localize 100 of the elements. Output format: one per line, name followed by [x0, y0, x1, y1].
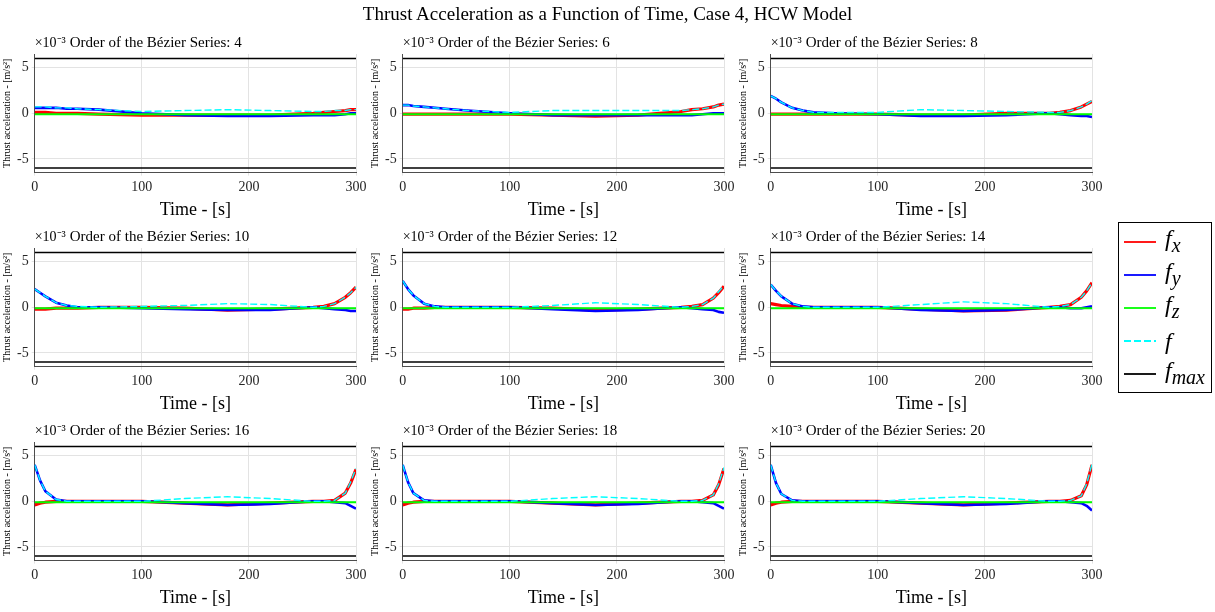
x-tick-label: 200 [606, 372, 628, 388]
y-tick-label: -5 [752, 150, 765, 166]
y-tick-label: 0 [389, 104, 397, 120]
y-tick-label: 5 [389, 253, 397, 269]
legend-label: f$_{z}$ [1165, 291, 1180, 323]
x-tick-label: 100 [867, 566, 889, 582]
x-tick-label: 300 [345, 372, 367, 388]
y-tick-label: 0 [21, 104, 29, 120]
x-tick-label: 300 [713, 178, 735, 194]
x-tick-label: 200 [238, 566, 260, 582]
x-tick-label: 0 [31, 566, 39, 582]
x-tick-label: 100 [499, 178, 521, 194]
y-axis-title: Thrust acceleration - [m/s²] [368, 446, 380, 556]
y-axis-title: Thrust acceleration - [m/s²] [736, 58, 748, 168]
x-tick-label: 0 [399, 372, 407, 388]
x-tick-label: 200 [238, 372, 260, 388]
y-tick-label: -5 [384, 344, 397, 360]
x-tick-label: 300 [713, 566, 735, 582]
x-axis-title: Time - [s] [159, 392, 231, 413]
chart-title: Order of the Bézier Series: 16 [69, 422, 250, 438]
x-tick-label: 300 [713, 372, 735, 388]
x-axis-title: Time - [s] [895, 586, 967, 607]
y-tick-label: 0 [21, 298, 29, 314]
y-tick-label: 0 [757, 492, 765, 508]
x-tick-label: 100 [499, 566, 521, 582]
text: ×10⁻³ [34, 229, 66, 244]
text: ×10⁻³ [402, 35, 434, 50]
x-tick-label: 100 [131, 178, 153, 194]
y-axis-title: Thrust acceleration - [m/s²] [736, 252, 748, 362]
chart-title: Order of the Bézier Series: 10 [69, 228, 250, 244]
x-tick-label: 300 [345, 566, 367, 582]
x-tick-label: 200 [974, 566, 996, 582]
x-axis-title: Time - [s] [527, 392, 599, 413]
y-tick-label: 5 [21, 59, 29, 75]
y-axis-title: Thrust acceleration - [m/s²] [368, 252, 380, 362]
legend-label: f$_{max}$ [1165, 357, 1205, 389]
y-tick-label: -5 [384, 150, 397, 166]
text: ×10⁻³ [402, 229, 434, 244]
x-axis-title: Time - [s] [159, 198, 231, 219]
x-tick-label: 100 [131, 566, 153, 582]
y-tick-label: 5 [389, 59, 397, 75]
x-tick-label: 0 [767, 178, 775, 194]
x-tick-label: 100 [867, 372, 889, 388]
x-tick-label: 200 [974, 178, 996, 194]
x-tick-label: 300 [1081, 372, 1103, 388]
x-tick-label: 0 [31, 178, 39, 194]
text: ×10⁻³ [34, 423, 66, 438]
x-tick-label: 0 [399, 566, 407, 582]
x-axis-title: Time - [s] [527, 586, 599, 607]
x-tick-label: 300 [1081, 566, 1103, 582]
x-tick-label: 200 [238, 178, 260, 194]
y-tick-label: 0 [757, 104, 765, 120]
y-tick-label: 5 [757, 447, 765, 463]
y-tick-label: 0 [21, 492, 29, 508]
x-tick-label: 100 [131, 372, 153, 388]
x-axis-title: Time - [s] [527, 198, 599, 219]
x-axis-title: Time - [s] [159, 586, 231, 607]
y-tick-label: -5 [384, 538, 397, 554]
text: ×10⁻³ [34, 35, 66, 50]
y-tick-label: -5 [752, 538, 765, 554]
text: ×10⁻³ [402, 423, 434, 438]
x-tick-label: 100 [867, 178, 889, 194]
x-tick-label: 200 [606, 178, 628, 194]
chart-title: Order of the Bézier Series: 20 [805, 422, 986, 438]
chart-title: Order of the Bézier Series: 4 [69, 34, 243, 50]
text: Thrust Acceleration as a Function of Time, Case 4, HCW Model [361, 3, 854, 25]
y-tick-label: 5 [21, 253, 29, 269]
x-tick-label: 200 [974, 372, 996, 388]
text: ×10⁻³ [770, 35, 802, 50]
y-tick-label: 5 [757, 253, 765, 269]
chart-title: Order of the Bézier Series: 14 [805, 228, 986, 244]
chart-title: Order of the Bézier Series: 18 [437, 422, 618, 438]
x-tick-label: 200 [606, 566, 628, 582]
legend-label: f$_{x}$ [1165, 225, 1181, 257]
x-tick-label: 0 [767, 372, 775, 388]
y-axis-title: Thrust acceleration - [m/s²] [0, 58, 12, 168]
y-tick-label: 0 [389, 492, 397, 508]
y-tick-label: -5 [16, 344, 29, 360]
y-axis-title: Thrust acceleration - [m/s²] [0, 252, 12, 362]
x-tick-label: 300 [345, 178, 367, 194]
legend-label: f$_{y}$ [1165, 258, 1181, 290]
chart-title: Order of the Bézier Series: 8 [805, 34, 978, 50]
text: ×10⁻³ [770, 229, 802, 244]
y-tick-label: 0 [389, 298, 397, 314]
y-tick-label: -5 [16, 150, 29, 166]
y-tick-label: -5 [16, 538, 29, 554]
chart-title: Order of the Bézier Series: 6 [437, 34, 611, 50]
x-tick-label: 0 [31, 372, 39, 388]
y-axis-title: Thrust acceleration - [m/s²] [0, 446, 12, 556]
y-tick-label: 5 [21, 447, 29, 463]
x-tick-label: 0 [767, 566, 775, 582]
chart-title: Order of the Bézier Series: 12 [437, 228, 618, 244]
y-axis-title: Thrust acceleration - [m/s²] [368, 58, 380, 168]
y-tick-label: -5 [752, 344, 765, 360]
y-tick-label: 5 [389, 447, 397, 463]
text: ×10⁻³ [770, 423, 802, 438]
x-tick-label: 300 [1081, 178, 1103, 194]
x-tick-label: 0 [399, 178, 407, 194]
x-axis-title: Time - [s] [895, 198, 967, 219]
x-tick-label: 100 [499, 372, 521, 388]
